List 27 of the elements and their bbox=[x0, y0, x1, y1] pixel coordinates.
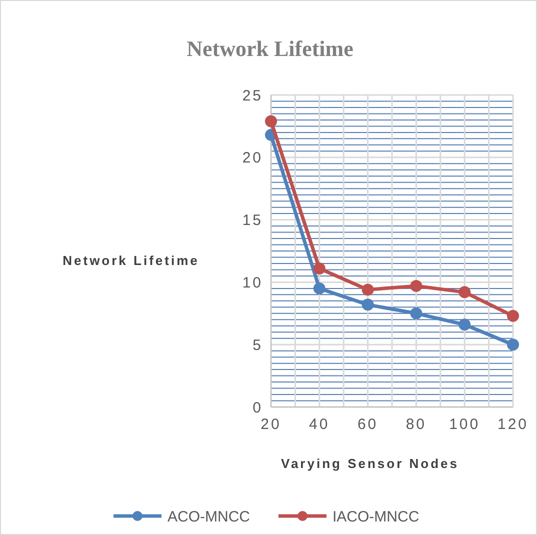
y-tick-label: 0 bbox=[252, 399, 263, 416]
y-axis-title: Network Lifetime bbox=[62, 253, 200, 268]
y-tick-label: 5 bbox=[252, 336, 263, 354]
point bbox=[362, 298, 374, 311]
point bbox=[362, 284, 374, 296]
legend-label: ACO-MNCC bbox=[168, 508, 250, 526]
point bbox=[410, 280, 422, 292]
y-tick-label: 10 bbox=[242, 274, 263, 292]
point bbox=[458, 318, 471, 331]
x-tick-label: 100 bbox=[449, 416, 480, 433]
point bbox=[507, 338, 519, 351]
point bbox=[458, 286, 471, 298]
point bbox=[410, 307, 422, 320]
chart-title: Network Lifetime bbox=[186, 36, 354, 61]
x-tick-label: 80 bbox=[406, 416, 427, 433]
point bbox=[313, 262, 326, 274]
point bbox=[313, 282, 326, 294]
x-tick-label: 40 bbox=[309, 416, 330, 433]
legend-label: IACO-MNCC bbox=[332, 508, 420, 526]
y-tick-label: 15 bbox=[242, 212, 263, 230]
x-axis-title: Varying Sensor Nodes bbox=[281, 456, 459, 471]
point bbox=[507, 310, 519, 322]
x-tick-label: 60 bbox=[357, 416, 378, 433]
x-tick-label: 120 bbox=[497, 416, 529, 433]
point bbox=[265, 115, 277, 128]
y-tick-label: 20 bbox=[242, 150, 263, 167]
y-tick-label: 25 bbox=[242, 87, 263, 104]
